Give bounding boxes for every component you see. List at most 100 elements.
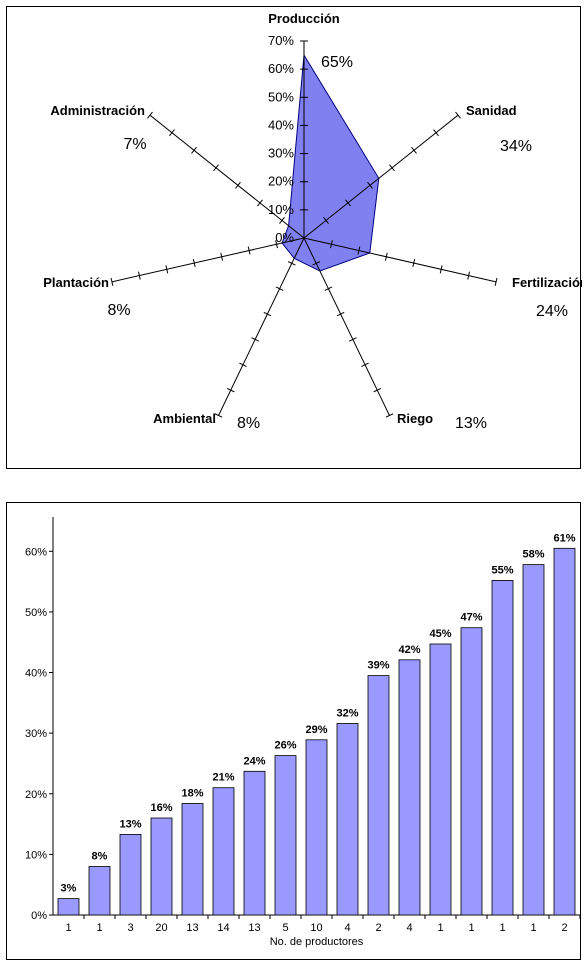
radar-tick-mark — [165, 265, 169, 274]
x-tick-label: 2 — [375, 922, 381, 934]
radar-tick-mark — [345, 199, 351, 207]
radar-tick-label: 70% — [268, 33, 294, 48]
radar-tick-mark — [137, 271, 141, 280]
bar-value-label: 24% — [243, 755, 265, 767]
radar-category-label: Ambiental — [153, 411, 216, 426]
radar-chart-panel: 0% 10% 20% 30% 40% 50% 60% 70% Producción 65% Sani… — [6, 6, 582, 469]
radar-category-label: Plantación — [43, 275, 109, 290]
y-tick-label: 40% — [25, 668, 47, 680]
bar-value-label: 18% — [181, 788, 203, 800]
radar-tick-label: 20% — [268, 174, 294, 189]
bar — [429, 643, 452, 916]
radar-tick-mark — [361, 362, 369, 367]
y-tick-label: 60% — [25, 546, 47, 558]
radar-spoke — [149, 114, 305, 239]
bar — [367, 675, 390, 916]
radar-tick-mark — [373, 387, 382, 393]
radar-category-label: Fertilización — [512, 275, 582, 290]
radar-tick-label: 10% — [268, 202, 294, 217]
radar-tick-mark — [467, 271, 471, 280]
radar-tick-mark — [226, 387, 235, 393]
bar — [522, 564, 545, 916]
radar-value-label: 8% — [107, 302, 130, 319]
radar-tick-mark — [389, 164, 395, 172]
y-tick-label: 10% — [25, 849, 47, 861]
radar-tick-label: 60% — [268, 61, 294, 76]
radar-tick-mark — [324, 286, 333, 291]
bar — [212, 787, 235, 916]
bar — [460, 627, 483, 916]
radar-tick-mark — [213, 164, 219, 172]
bar-value-label: 21% — [212, 772, 234, 784]
bar — [553, 547, 576, 916]
radar-tick-mark — [323, 217, 329, 224]
x-tick-label: 14 — [217, 922, 229, 934]
radar-value-label: 24% — [536, 303, 568, 320]
radar-value-label: 7% — [123, 136, 146, 153]
bar-value-label: 32% — [336, 708, 358, 720]
y-tick-label: 50% — [25, 607, 47, 619]
radar-tick-mark — [312, 261, 321, 266]
x-tick-label: 5 — [282, 922, 288, 934]
radar-area — [281, 53, 380, 272]
bar-value-label: 29% — [305, 724, 327, 736]
bar — [491, 580, 514, 916]
radar-spoke — [111, 237, 305, 283]
bar — [88, 866, 111, 916]
bar — [150, 817, 173, 916]
radar-tick-mark — [247, 246, 251, 255]
radar-spoke — [218, 237, 305, 416]
radar-tick-mark — [275, 286, 284, 291]
radar-tick-mark — [279, 217, 285, 224]
bar — [274, 755, 297, 916]
x-tick-label: 13 — [186, 922, 198, 934]
radar-tick-mark — [263, 311, 272, 317]
x-tick-label: 2 — [561, 922, 567, 934]
radar-tick-mark — [214, 413, 223, 418]
bar — [119, 833, 142, 916]
x-tick-label: 1 — [96, 922, 102, 934]
radar-category-label: Sanidad — [466, 103, 517, 118]
x-tick-label: 1 — [65, 922, 71, 934]
bar-chart-panel: 0% 10% 20% 30% 40% 50% 60% 3% 1 8% 1 13% 3 16% 20 18% 13… — [6, 502, 581, 960]
x-tick-label: 1 — [530, 922, 536, 934]
radar-spoke — [303, 114, 459, 239]
radar-spoke — [303, 237, 497, 283]
radar-tick-mark — [191, 146, 197, 154]
x-tick-label: 13 — [248, 922, 260, 934]
bar-value-label: 39% — [367, 660, 389, 672]
x-tick-label: 1 — [468, 922, 474, 934]
radar-tick-mark — [494, 277, 498, 286]
radar-tick-mark — [336, 311, 345, 317]
y-tick-label: 30% — [25, 728, 47, 740]
radar-value-label: 13% — [455, 415, 487, 432]
bar-value-label: 45% — [429, 628, 451, 640]
bar-value-label: 47% — [460, 612, 482, 624]
radar-tick-label: 40% — [268, 117, 294, 132]
bar-value-label: 58% — [522, 549, 544, 561]
radar-tick-mark — [330, 240, 333, 249]
radar-tick-label: 30% — [268, 146, 294, 161]
radar-tick-mark — [357, 246, 361, 255]
x-tick-label: 4 — [406, 922, 412, 934]
radar-tick-mark — [287, 261, 296, 266]
radar-tick-mark — [433, 129, 439, 137]
radar-tick-label: 0% — [275, 230, 294, 245]
bar — [243, 770, 266, 916]
radar-tick-mark — [251, 337, 259, 342]
x-tick-label: 4 — [344, 922, 350, 934]
radar-tick-mark — [349, 337, 357, 342]
bar-value-label: 42% — [398, 644, 420, 656]
radar-value-label: 34% — [500, 138, 532, 155]
x-tick-label: 3 — [127, 922, 133, 934]
bar-value-label: 26% — [274, 740, 296, 752]
radar-tick-mark — [192, 259, 196, 268]
radar-tick-mark — [367, 181, 373, 189]
radar-spoke — [303, 237, 390, 416]
y-tick-label: 0% — [31, 910, 47, 922]
radar-category-label: Producción — [268, 11, 340, 26]
bar — [181, 803, 204, 916]
bar-value-label: 3% — [61, 883, 77, 895]
radar-tick-mark — [385, 413, 394, 418]
x-tick-label: 10 — [310, 922, 322, 934]
